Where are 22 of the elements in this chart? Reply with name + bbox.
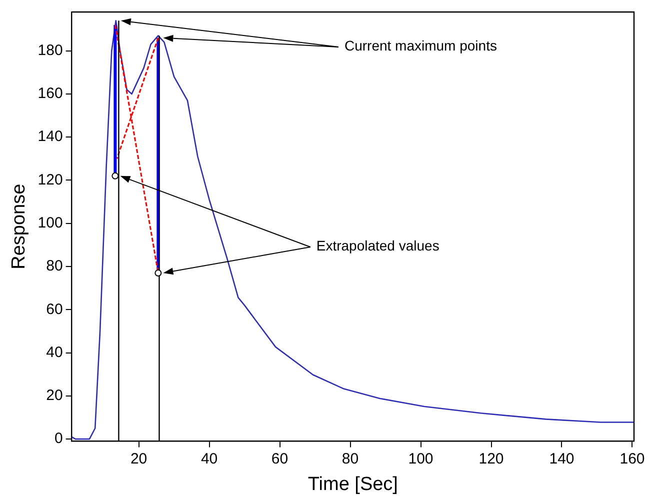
x-tick-label: 160	[620, 450, 645, 468]
y-axis-title: Response	[8, 184, 30, 270]
y-tick-label: 40	[46, 344, 63, 361]
y-tick-label: 100	[38, 214, 63, 232]
y-tick-label: 0	[54, 430, 63, 448]
x-tick-label: 140	[549, 450, 574, 468]
y-tick-label: 120	[38, 171, 63, 188]
x-tick-label: 120	[478, 450, 504, 468]
annotation: Current maximum points	[344, 38, 497, 54]
y-tick-label: 160	[38, 85, 63, 102]
y-tick-label: 60	[46, 300, 63, 318]
y-tick-label: 140	[38, 128, 63, 146]
x-tick-label: 20	[130, 450, 148, 468]
x-tick-label: 40	[200, 450, 218, 468]
annotation: Extrapolated values	[316, 238, 440, 254]
y-tick-label: 180	[38, 42, 63, 59]
x-tick-label: 60	[271, 450, 288, 468]
x-axis-title: Time [Sec]	[308, 474, 398, 495]
y-tick-label: 80	[46, 258, 63, 275]
x-tick-label: 100	[408, 450, 434, 468]
y-tick-label: 20	[46, 387, 63, 404]
x-tick-label: 80	[342, 450, 359, 468]
